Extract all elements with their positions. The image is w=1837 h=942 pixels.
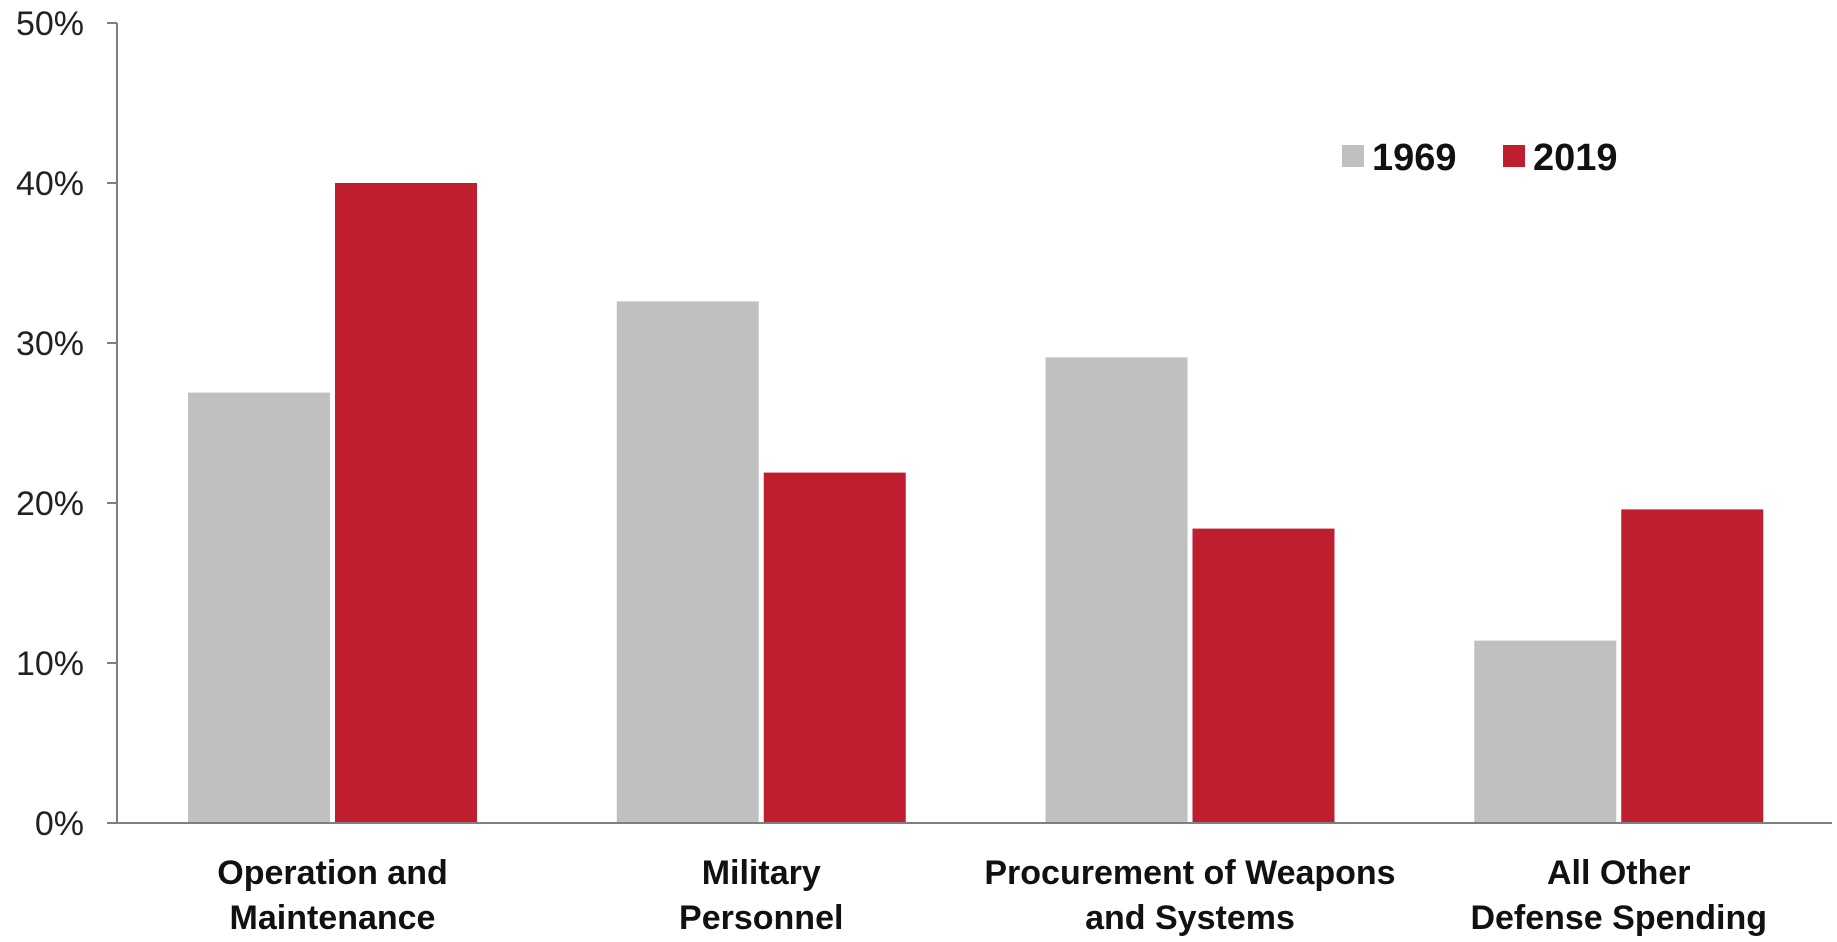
bar-1969-2: [1045, 357, 1188, 823]
x-category-label: All Other: [1547, 854, 1691, 892]
bar-2019-3: [1621, 509, 1764, 823]
x-category-label: and Systems: [1085, 899, 1295, 937]
y-tick-label: 0%: [35, 805, 84, 843]
x-axis: Operation and Maintenance Military Personne…: [117, 822, 1832, 937]
bar-2019-2: [1192, 528, 1335, 823]
y-tick-label: 20%: [16, 485, 84, 523]
x-category-label: Maintenance: [230, 899, 436, 937]
legend-label-2019: 2019: [1533, 137, 1618, 179]
bars: [188, 183, 1764, 823]
y-tick-label: 50%: [16, 5, 84, 43]
bar-1969-3: [1474, 640, 1617, 823]
bar-1969-0: [188, 392, 330, 823]
x-category-label: Defense Spending: [1470, 899, 1767, 937]
legend-swatch-2019: [1503, 145, 1525, 167]
x-category-label: Operation and: [217, 854, 447, 892]
y-axis: 0% 10% 20% 30% 40% 50%: [16, 5, 118, 843]
x-category-label: Military: [702, 854, 821, 892]
x-category-label: Personnel: [679, 899, 843, 937]
y-tick-label: 30%: [16, 325, 84, 363]
y-tick-label: 40%: [16, 165, 84, 203]
x-category-label: Procurement of Weapons: [984, 854, 1395, 892]
bar-2019-1: [763, 472, 906, 823]
legend: 1969 2019: [1342, 137, 1618, 179]
y-tick-label: 10%: [16, 645, 84, 683]
bar-2019-0: [335, 183, 477, 823]
legend-label-1969: 1969: [1372, 137, 1457, 179]
bar-1969-1: [616, 301, 759, 823]
legend-swatch-1969: [1342, 145, 1364, 167]
